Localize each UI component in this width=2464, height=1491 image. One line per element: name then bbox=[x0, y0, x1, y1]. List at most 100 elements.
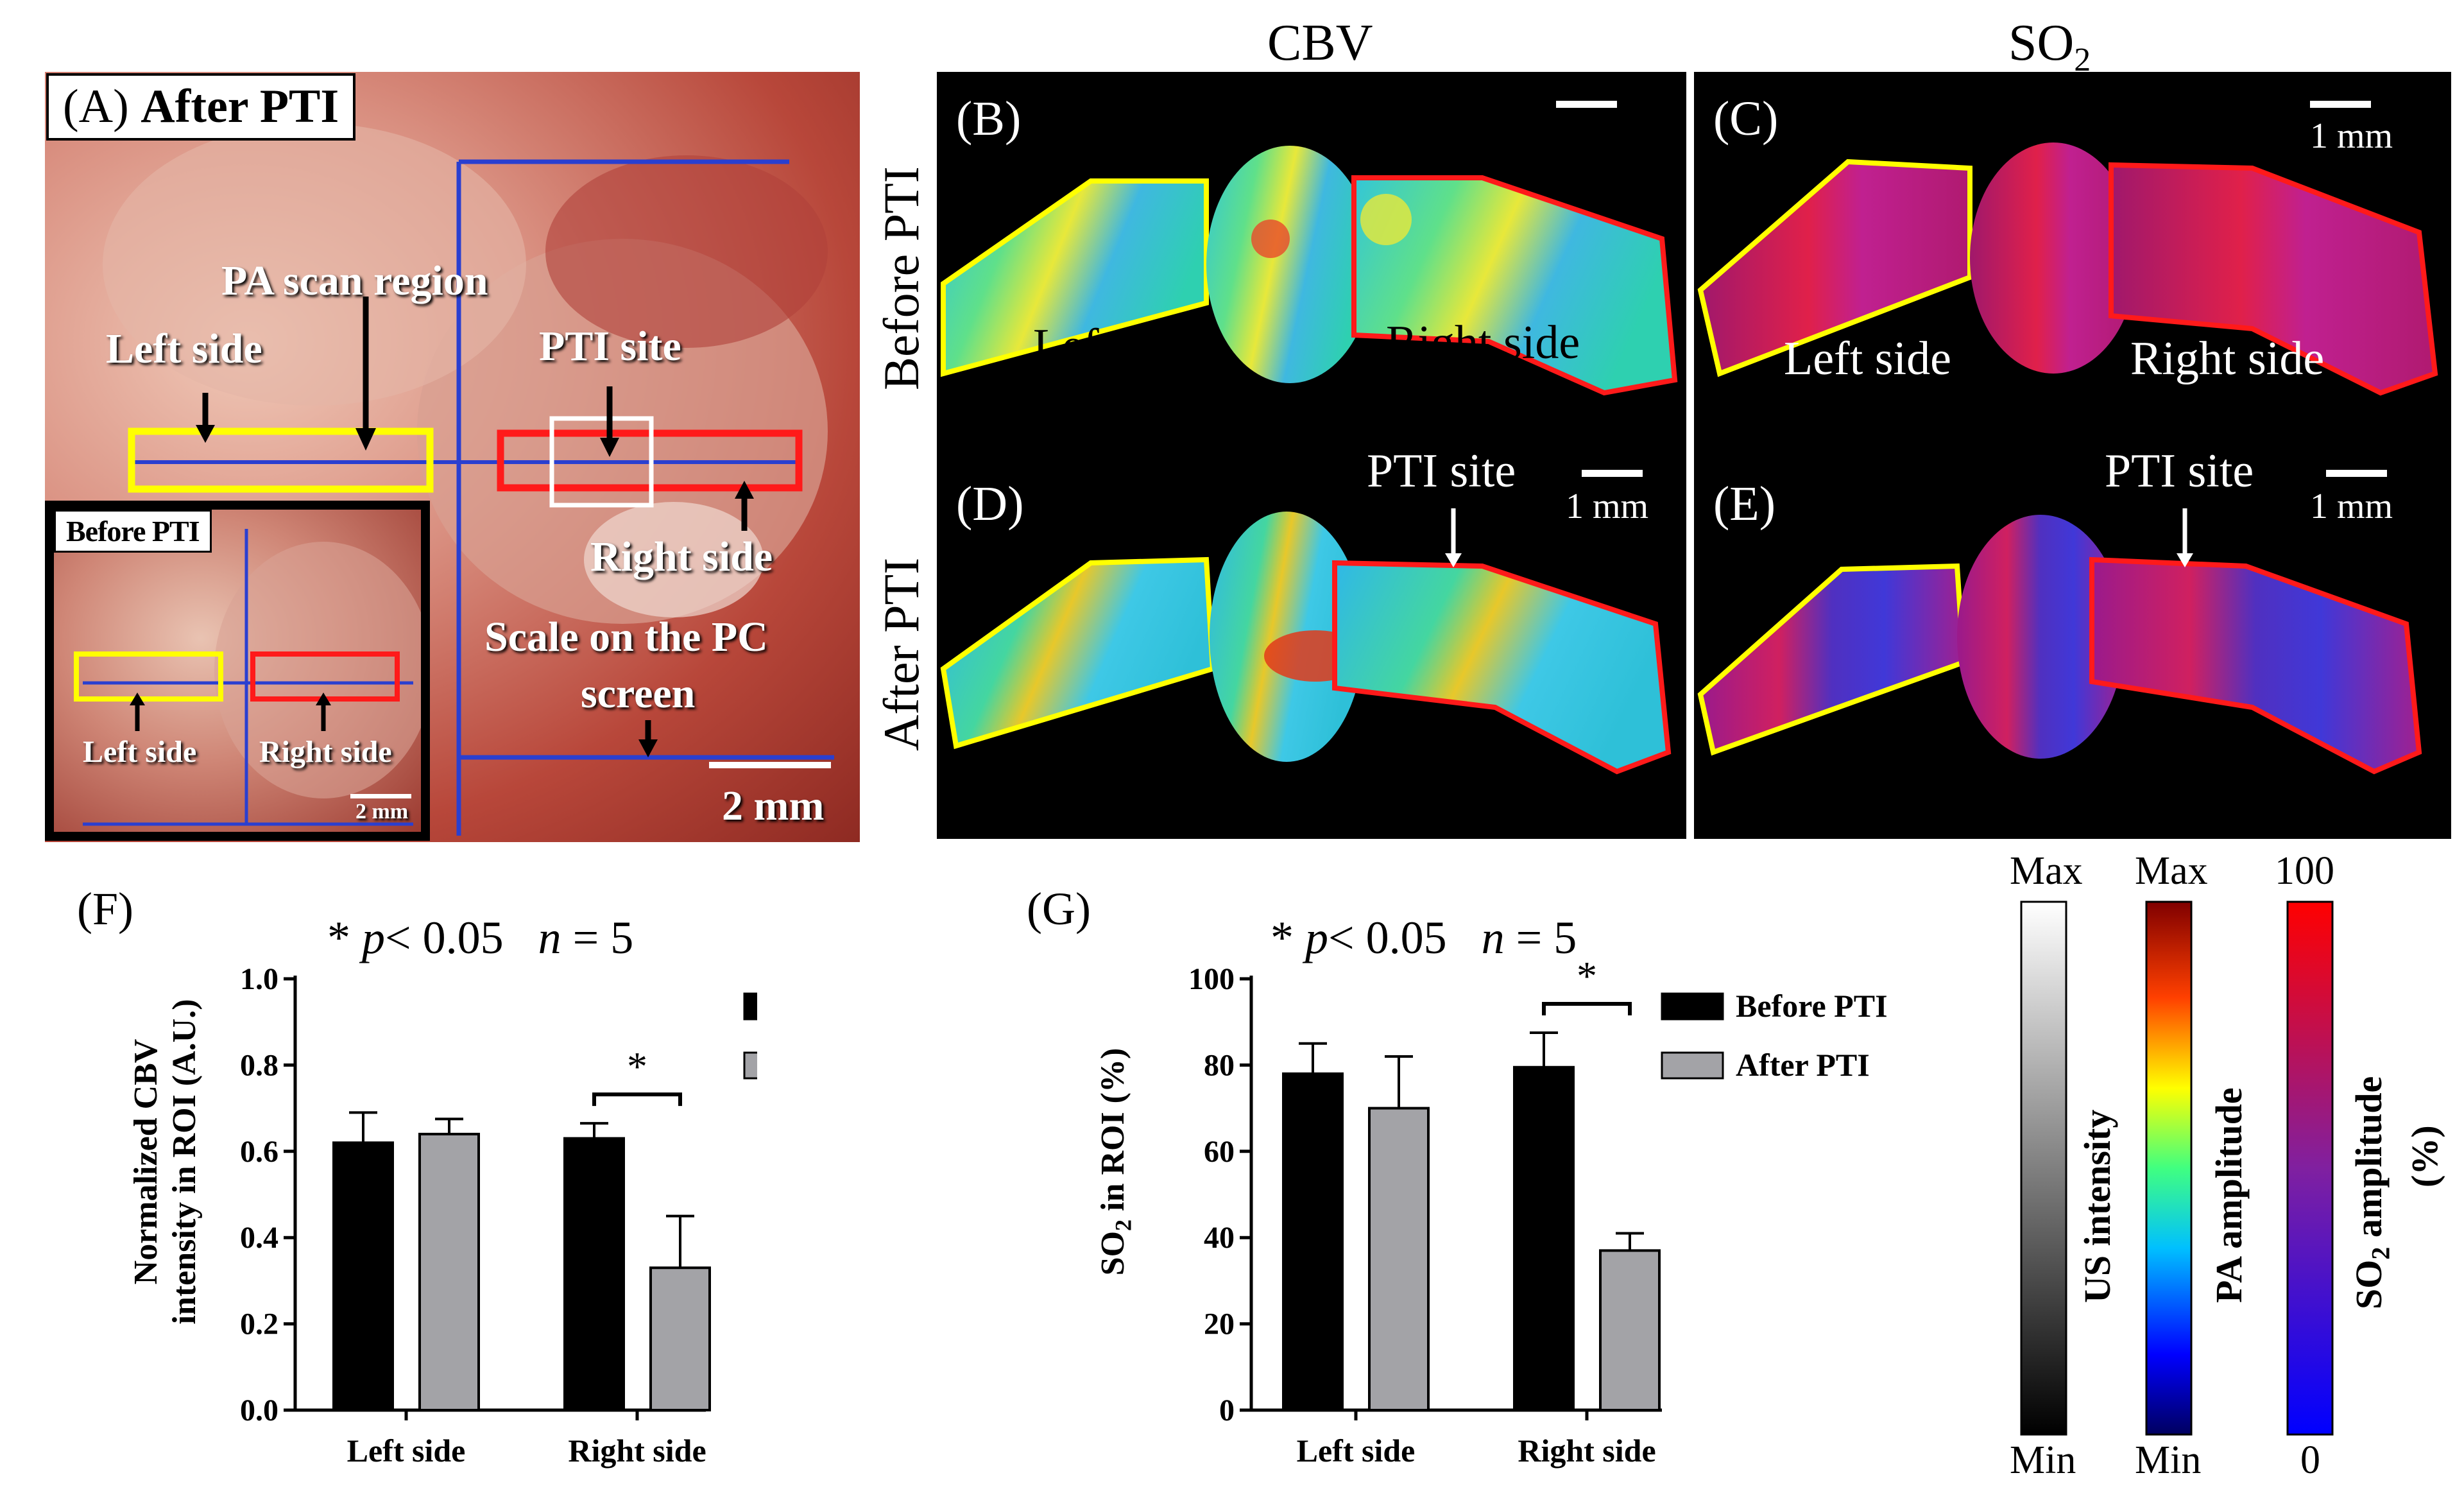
us-title: US intensity bbox=[2076, 1109, 2118, 1303]
bar-before-pti bbox=[332, 1141, 394, 1411]
bar-before-pti bbox=[1282, 1072, 1344, 1411]
inset-before-pti: Before PTI Left side Right side 2 mm bbox=[45, 501, 430, 841]
annotation-scale-pc-screen: screen bbox=[581, 670, 696, 717]
left-roi-box bbox=[128, 427, 434, 493]
legend-swatch bbox=[1661, 992, 1724, 1021]
panel-e-image: (E) 1 mm PTI site bbox=[1694, 451, 2451, 839]
significance-star: * bbox=[627, 1044, 647, 1089]
photo-overlay bbox=[103, 123, 834, 836]
chart-f-letter: (F) bbox=[77, 883, 133, 935]
chart-f-ylabel-line1: Normalized CBV bbox=[128, 1039, 164, 1285]
panel-a-letter: (A) bbox=[63, 80, 141, 133]
x-tick-label: Right side bbox=[1518, 1433, 1656, 1469]
legend-swatch bbox=[743, 1051, 757, 1080]
panel-b-letter: (B) bbox=[956, 92, 1022, 146]
y-tick-label: 0 bbox=[1219, 1393, 1235, 1427]
inset-left-side: Left side bbox=[83, 735, 197, 769]
panel-c-image: (C) 1 mm Left side Right side bbox=[1694, 72, 2451, 451]
panel-b-left-label: Left side bbox=[1033, 320, 1201, 372]
y-tick-label: 80 bbox=[1204, 1048, 1235, 1082]
legend-swatch bbox=[743, 992, 757, 1021]
y-tick-label: 1.0 bbox=[240, 963, 278, 996]
bar-before-pti bbox=[1513, 1065, 1575, 1411]
pa-min: Min bbox=[2135, 1438, 2202, 1482]
annotation-scale-pc: Scale on the PC bbox=[484, 614, 768, 660]
bar-before-pti bbox=[563, 1137, 625, 1411]
row-title-after: After PTI bbox=[873, 557, 929, 751]
significance-star: * bbox=[1577, 963, 1597, 999]
pa-colorbar bbox=[2145, 901, 2193, 1436]
chart-g-stats: * p< 0.05 n = 5 bbox=[1270, 912, 1577, 963]
so2-title-unit: (%) bbox=[2404, 1125, 2445, 1187]
us-min: Min bbox=[2010, 1438, 2076, 1482]
y-tick-label: 0.4 bbox=[240, 1221, 278, 1255]
annotation-right-side: Right side bbox=[590, 533, 773, 580]
pti-site-box bbox=[549, 416, 654, 508]
legend-label: Before PTI bbox=[1736, 988, 1888, 1024]
bar-after-pti bbox=[1368, 1107, 1430, 1411]
inset-left-roi bbox=[74, 651, 223, 702]
panel-b-image: (B) 1 mm Left side Right side bbox=[937, 72, 1686, 451]
so2-min: 0 bbox=[2300, 1438, 2320, 1482]
panel-d-scale: 1 mm bbox=[1566, 487, 1649, 526]
y-tick-label: 60 bbox=[1204, 1135, 1235, 1169]
photo-scale-bar bbox=[709, 762, 831, 768]
chart-g-letter: (G) bbox=[1027, 883, 1091, 935]
panel-e-pti-site: PTI site bbox=[2105, 451, 2254, 497]
y-tick-label: 0.0 bbox=[240, 1393, 278, 1427]
chart-f-ylabel-line2: intensity in ROI (A.U.) bbox=[166, 999, 203, 1325]
bar-after-pti bbox=[1599, 1249, 1661, 1411]
panel-a-label: (A) After PTI bbox=[46, 73, 356, 141]
legend-label: After PTI bbox=[1736, 1047, 1870, 1083]
y-tick-label: 100 bbox=[1188, 963, 1235, 996]
inset-scale-label: 2 mm bbox=[355, 800, 409, 823]
chart-g-ylabel: SO2 in ROI (%) bbox=[1095, 1047, 1136, 1276]
panel-d-image: (D) 1 mm PTI site bbox=[937, 451, 1686, 839]
panel-e-letter: (E) bbox=[1713, 477, 1776, 531]
panel-c-right-label: Right side bbox=[2130, 332, 2325, 385]
annotation-left-side: Left side bbox=[106, 325, 262, 372]
panel-d-pti-site: PTI site bbox=[1367, 451, 1516, 497]
panel-c-letter: (C) bbox=[1713, 92, 1779, 146]
col-title-cbv: CBV bbox=[1267, 15, 1373, 71]
x-tick-label: Left side bbox=[347, 1433, 466, 1469]
inset-label: Before PTI bbox=[54, 510, 212, 553]
bar-after-pti bbox=[418, 1132, 480, 1411]
annotation-pa-scan-region: PA scan region bbox=[221, 257, 488, 304]
col-title-so2: SO2 bbox=[2008, 15, 2091, 78]
panel-c-left-label: Left side bbox=[1784, 332, 1951, 385]
y-tick-label: 0.6 bbox=[240, 1135, 278, 1169]
panel-d-letter: (D) bbox=[956, 477, 1024, 531]
legend-swatch bbox=[1661, 1051, 1724, 1080]
panel-c-scale: 1 mm bbox=[2310, 116, 2393, 156]
us-max: Max bbox=[2010, 849, 2083, 893]
y-tick-label: 20 bbox=[1204, 1307, 1235, 1341]
so2-colorbar bbox=[2286, 901, 2334, 1436]
significance-bracket bbox=[592, 1092, 682, 1107]
x-tick-label: Left side bbox=[1297, 1433, 1416, 1469]
panel-b-scale: 1 mm bbox=[1559, 116, 1643, 156]
chart-f-ylabel: Normalized CBV intensity in ROI (A.U.) bbox=[127, 979, 204, 1345]
us-colorbar bbox=[2020, 901, 2067, 1436]
pa-max: Max bbox=[2135, 849, 2208, 893]
bar-after-pti bbox=[649, 1266, 711, 1411]
chart-f-stats: * p< 0.05 n = 5 bbox=[327, 912, 634, 963]
y-tick-label: 0.8 bbox=[240, 1048, 278, 1082]
so2-max: 100 bbox=[2275, 849, 2334, 893]
chart-g-plot: 0 20 40 60 80 100 Left side Right side * Before P… bbox=[1188, 963, 1888, 1469]
photo-scale-label: 2 mm bbox=[722, 782, 825, 829]
inset-right-side: Right side bbox=[259, 735, 392, 769]
x-tick-label: Right side bbox=[568, 1433, 706, 1469]
panel-b-right-label: Right side bbox=[1386, 316, 1580, 369]
y-tick-label: 0.2 bbox=[240, 1307, 278, 1341]
row-title-before: Before PTI bbox=[873, 166, 929, 390]
significance-bracket bbox=[1542, 1002, 1632, 1015]
y-tick-label: 40 bbox=[1204, 1221, 1235, 1255]
pa-title: PA amplitude bbox=[2208, 1087, 2250, 1303]
inset-photo: Before PTI Left side Right side 2 mm bbox=[54, 510, 421, 832]
panel-e-scale: 1 mm bbox=[2310, 487, 2393, 526]
annotation-pti-site: PTI site bbox=[539, 323, 681, 370]
panel-a-title: After PTI bbox=[141, 80, 339, 133]
so2-title: SO2 amplitude bbox=[2348, 1076, 2395, 1309]
